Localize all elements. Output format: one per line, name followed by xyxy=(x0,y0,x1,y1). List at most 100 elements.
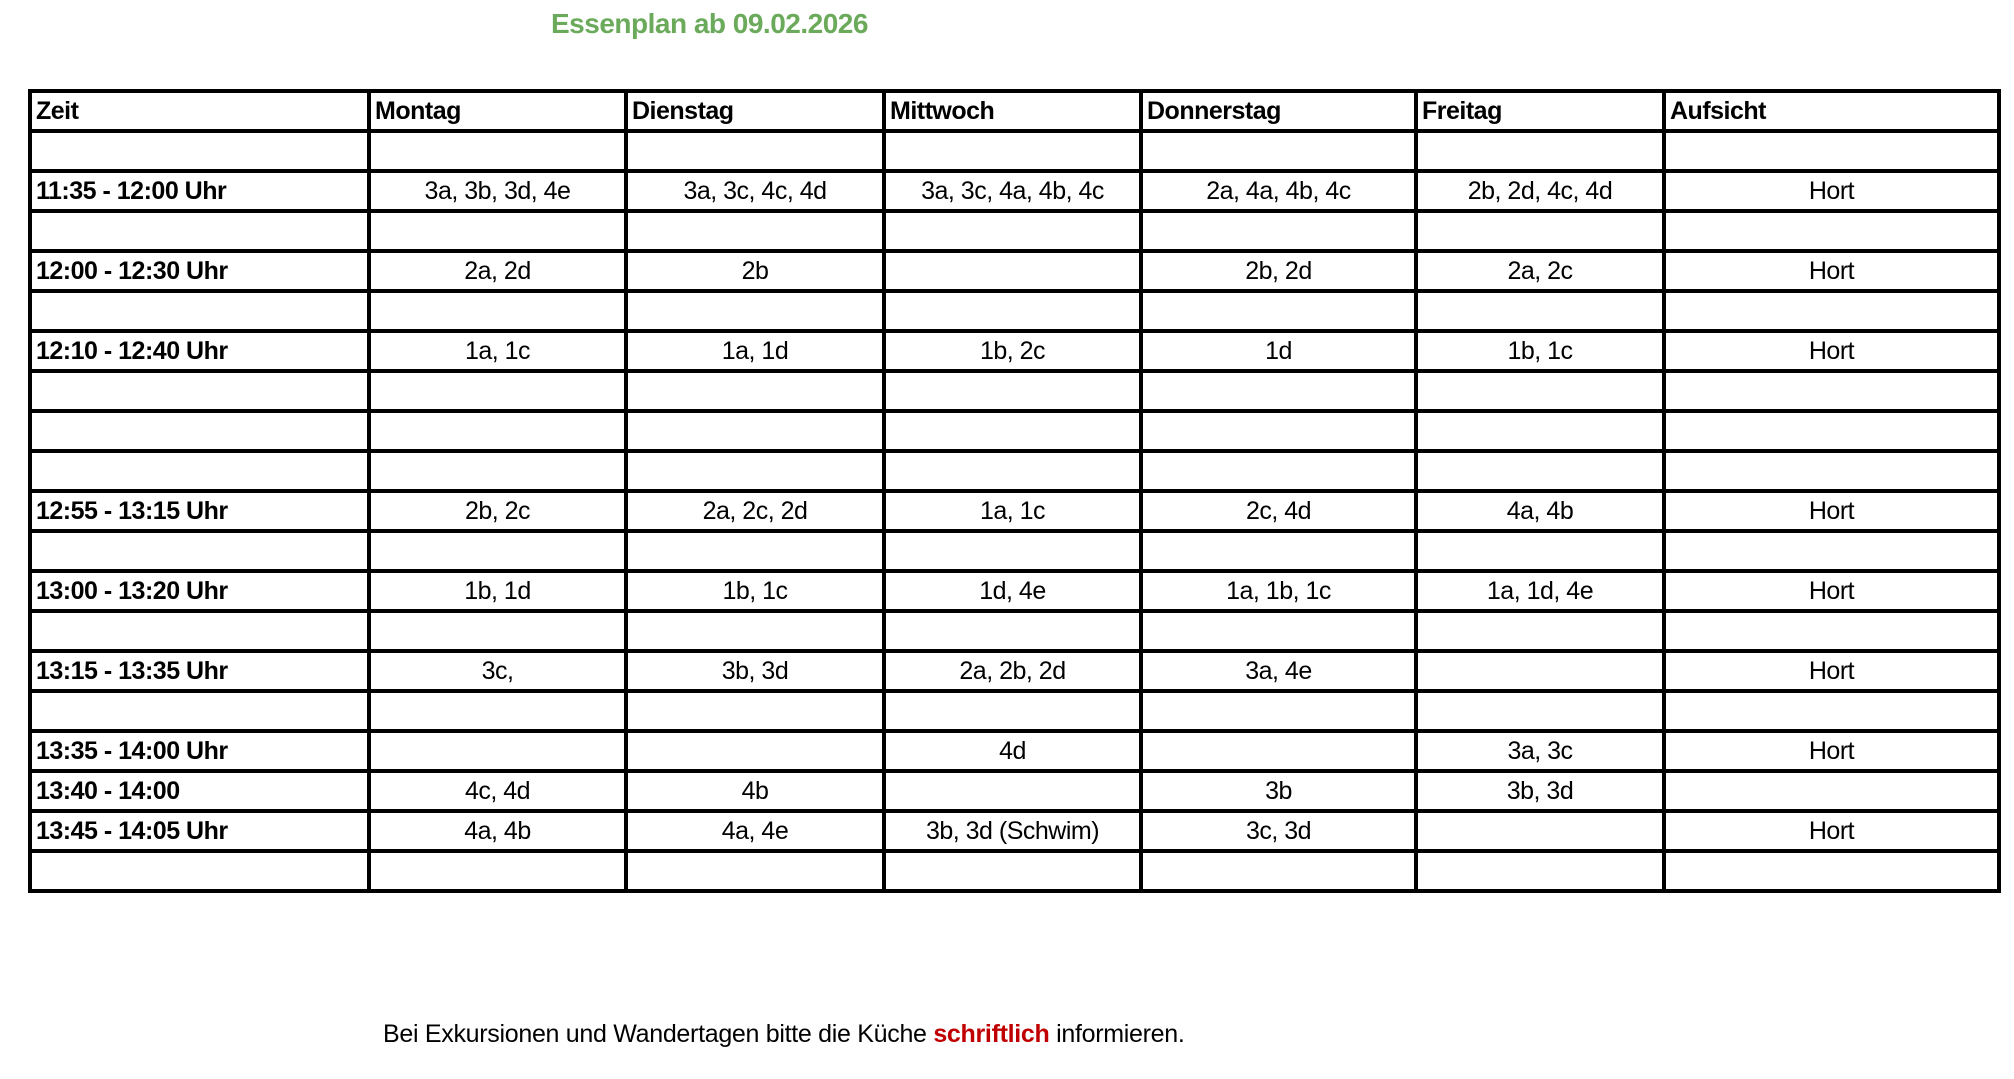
table-cell xyxy=(367,849,628,893)
table-cell: 1d, 4e xyxy=(882,569,1143,613)
table-cell: Hort xyxy=(1662,809,2001,853)
table-cell: 1d xyxy=(1139,329,1418,373)
table-cell: 2a, 2d xyxy=(367,249,628,293)
table-cell xyxy=(1414,409,1666,453)
time-cell xyxy=(28,689,371,733)
table-cell: 3c, 3d xyxy=(1139,809,1418,853)
meal-schedule-table: Zeit Montag Dienstag Mittwoch Donnerstag Frei… xyxy=(28,89,2001,893)
table-cell: 2a, 2b, 2d xyxy=(882,649,1143,693)
table-cell: 1b, 2c xyxy=(882,329,1143,373)
table-cell xyxy=(1139,209,1418,253)
table-cell: 3a, 3c xyxy=(1414,729,1666,773)
time-cell: 12:55 - 13:15 Uhr xyxy=(28,489,371,533)
time-cell xyxy=(28,369,371,413)
table-row xyxy=(28,409,2001,453)
table-row: 13:35 - 14:00 Uhr 4d 3a, 3c Hort xyxy=(28,729,2001,773)
table-header-row: Zeit Montag Dienstag Mittwoch Donnerstag Frei… xyxy=(28,89,2001,133)
table-cell: 4d xyxy=(882,729,1143,773)
table-cell: 2b xyxy=(624,249,886,293)
column-header: Aufsicht xyxy=(1662,89,2001,133)
table-cell xyxy=(624,409,886,453)
table-cell xyxy=(882,529,1143,573)
table-cell: 3b, 3d xyxy=(1414,769,1666,813)
table-row xyxy=(28,369,2001,413)
time-cell xyxy=(28,529,371,573)
table-cell xyxy=(1139,689,1418,733)
table-cell xyxy=(882,289,1143,333)
page-title: Essenplan ab 09.02.2026 xyxy=(551,8,868,39)
table-row xyxy=(28,209,2001,253)
table-cell: 4b xyxy=(624,769,886,813)
footer-note: Bei Exkursionen und Wandertagen bitte di… xyxy=(383,1020,1185,1049)
time-cell: 13:40 - 14:00 xyxy=(28,769,371,813)
table-cell xyxy=(1414,209,1666,253)
table-cell xyxy=(882,409,1143,453)
table-cell: 3c, xyxy=(367,649,628,693)
table-cell xyxy=(624,849,886,893)
time-cell: 13:15 - 13:35 Uhr xyxy=(28,649,371,693)
time-cell xyxy=(28,609,371,653)
time-cell xyxy=(28,129,371,173)
table-cell xyxy=(1662,609,2001,653)
table-cell xyxy=(882,849,1143,893)
table-row: 13:40 - 14:00 4c, 4d 4b 3b 3b, 3d xyxy=(28,769,2001,813)
time-cell: 13:00 - 13:20 Uhr xyxy=(28,569,371,613)
time-cell: 13:35 - 14:00 Uhr xyxy=(28,729,371,773)
table-cell xyxy=(882,209,1143,253)
table-row: 13:45 - 14:05 Uhr 4a, 4b 4a, 4e 3b, 3d (Sch… xyxy=(28,809,2001,853)
column-header: Freitag xyxy=(1414,89,1666,133)
column-header: Zeit xyxy=(28,89,371,133)
table-cell xyxy=(367,409,628,453)
table-cell xyxy=(1662,369,2001,413)
time-cell xyxy=(28,289,371,333)
table-row xyxy=(28,609,2001,653)
table-cell xyxy=(1139,729,1418,773)
table-cell: Hort xyxy=(1662,249,2001,293)
table-row xyxy=(28,849,2001,893)
table-cell xyxy=(1139,529,1418,573)
time-cell xyxy=(28,209,371,253)
table-cell: 2a, 2c xyxy=(1414,249,1666,293)
table-cell xyxy=(1662,529,2001,573)
table-cell: 3a, 4e xyxy=(1139,649,1418,693)
table-cell: 4c, 4d xyxy=(367,769,628,813)
table-cell xyxy=(882,449,1143,493)
table-cell xyxy=(624,729,886,773)
table-cell xyxy=(1414,689,1666,733)
table-cell: 3a, 3c, 4c, 4d xyxy=(624,169,886,213)
time-cell xyxy=(28,409,371,453)
table-cell xyxy=(1139,609,1418,653)
table-cell: 1a, 1c xyxy=(367,329,628,373)
table-cell xyxy=(1662,129,2001,173)
table-cell: Hort xyxy=(1662,169,2001,213)
table-cell xyxy=(1414,449,1666,493)
time-cell xyxy=(28,849,371,893)
table-cell xyxy=(882,369,1143,413)
table-cell xyxy=(1662,289,2001,333)
table-cell: 3b, 3d xyxy=(624,649,886,693)
table-row xyxy=(28,529,2001,573)
table-cell xyxy=(624,449,886,493)
table-cell xyxy=(367,609,628,653)
table-cell xyxy=(1414,369,1666,413)
table-cell: 3b xyxy=(1139,769,1418,813)
table-cell: Hort xyxy=(1662,489,2001,533)
table-cell xyxy=(1139,849,1418,893)
table-row: 13:00 - 13:20 Uhr 1b, 1d 1b, 1c 1d, 4e 1a, 1… xyxy=(28,569,2001,613)
table-cell: Hort xyxy=(1662,569,2001,613)
table-cell: 1a, 1c xyxy=(882,489,1143,533)
table-row: 11:35 - 12:00 Uhr 3a, 3b, 3d, 4e 3a, 3c, 4… xyxy=(28,169,2001,213)
table-row: 13:15 - 13:35 Uhr 3c, 3b, 3d 2a, 2b, 2d 3a, … xyxy=(28,649,2001,693)
table-cell: 4a, 4b xyxy=(367,809,628,853)
table-cell: Hort xyxy=(1662,729,2001,773)
table-cell: 4a, 4b xyxy=(1414,489,1666,533)
table-cell xyxy=(1139,449,1418,493)
table-cell: 1a, 1d xyxy=(624,329,886,373)
table-cell: 3b, 3d (Schwim) xyxy=(882,809,1143,853)
table-cell: 3a, 3c, 4a, 4b, 4c xyxy=(882,169,1143,213)
table-row: 12:55 - 13:15 Uhr 2b, 2c 2a, 2c, 2d 1a, 1c 2… xyxy=(28,489,2001,533)
table-row xyxy=(28,129,2001,173)
table-cell: 1a, 1d, 4e xyxy=(1414,569,1666,613)
table-row xyxy=(28,689,2001,733)
table-cell xyxy=(367,529,628,573)
